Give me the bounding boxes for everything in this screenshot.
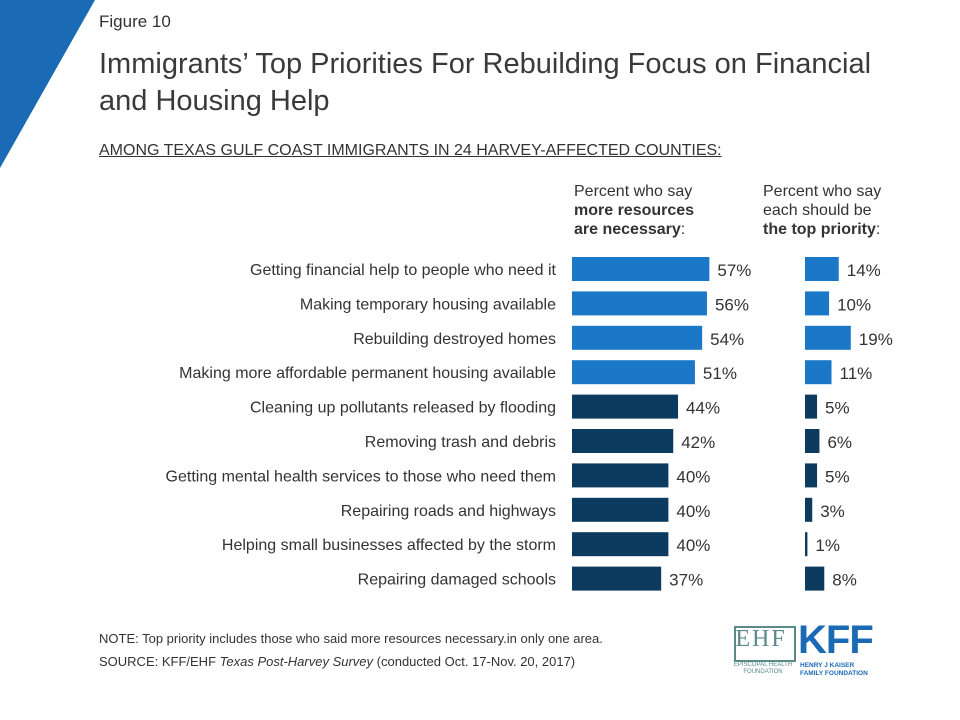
bar-resources [572,360,695,385]
column-header-priority: Percent who say each should be the top p… [763,182,881,239]
category-label: Cleaning up pollutants released by flood… [250,400,556,417]
kff-logo: KFF [798,618,874,662]
chart-title: Immigrants’ Top Priorities For Rebuildin… [99,48,872,117]
column-header-resources-line1: Percent who say [574,183,693,200]
logos: EHF EPISCOPAL HEALTH FOUNDATION KFF HENRY… [730,618,890,682]
corner-accent-triangle [0,0,95,168]
bar-resources [572,257,710,281]
footer-source-suffix: (conducted Oct. 17-Nov. 20, 2017) [373,654,576,669]
bar-priority [805,429,820,453]
data-label-resources: 40% [676,536,710,555]
category-label: Removing trash and debris [365,434,556,451]
data-label-priority: 6% [827,433,852,452]
category-label: Making more affordable permanent housing… [179,365,556,382]
data-label-resources: 51% [703,364,737,383]
bar-priority [805,463,818,488]
data-label-resources: 40% [676,502,710,521]
category-label: Repairing roads and highways [341,503,556,520]
data-label-priority: 19% [859,330,893,349]
footer-source-prefix: SOURCE: KFF/EHF [99,654,220,669]
data-label-priority: 5% [825,467,850,486]
category-label: Getting financial help to people who nee… [250,262,557,279]
bar-resources [572,394,679,419]
bar-resources [572,532,669,557]
data-label-resources: 40% [676,467,710,486]
data-label-priority: 5% [825,399,850,418]
column-header-resources: Percent who say more resources are neces… [574,182,694,239]
data-label-priority: 1% [815,536,840,555]
data-label-resources: 54% [710,330,744,349]
data-label-priority: 3% [820,502,845,521]
ehf-caption-line2: FOUNDATION [743,669,783,675]
ehf-logo-caption: EPISCOPAL HEALTH FOUNDATION [730,662,796,676]
bar-priority [805,360,832,385]
bar-priority [805,566,825,591]
kff-caption-line1: HENRY J KAISER [800,662,855,669]
column-header-priority-line2: each should be [763,202,872,219]
bar-resources [572,566,662,591]
category-label: Repairing damaged schools [358,572,556,589]
data-label-resources: 44% [686,399,720,418]
data-label-priority: 10% [837,295,871,314]
data-label-resources: 57% [717,261,751,280]
bar-resources [572,463,669,488]
bar-priority [805,291,830,316]
bar-resources [572,429,674,453]
category-label: Rebuilding destroyed homes [353,331,556,348]
ehf-logo-box [734,626,796,662]
figure-label: Figure 10 [99,12,171,31]
bar-priority [805,532,808,557]
bar-resources [572,291,707,316]
ehf-logo: EHF [735,626,787,652]
data-label-resources: 37% [669,571,703,590]
data-label-priority: 11% [840,364,873,383]
footer-source: SOURCE: KFF/EHF Texas Post-Harvey Survey… [99,654,575,669]
column-header-priority-line1: Percent who say [763,183,882,200]
chart-subtitle: AMONG TEXAS GULF COAST IMMIGRANTS IN 24 … [99,142,722,159]
category-label: Helping small businesses affected by the… [222,537,556,554]
bar-priority [805,325,851,350]
bar-resources [572,325,703,350]
column-header-resources-line2: more resources [574,202,695,219]
kff-caption-line2: FAMILY FOUNDATION [800,670,868,677]
data-label-priority: 8% [832,571,857,590]
column-header-resources-colon: : [680,221,686,238]
bar-resources [572,497,669,522]
footer-note: NOTE: Top priority includes those who sa… [99,631,603,646]
bar-priority [805,257,839,281]
ehf-caption-line1: EPISCOPAL HEALTH [733,662,793,668]
column-header-priority-colon: : [875,221,881,238]
bar-priority [805,394,818,419]
kff-logo-caption: HENRY J KAISER FAMILY FOUNDATION [800,662,868,678]
category-label: Making temporary housing available [300,296,556,313]
data-label-resources: 56% [715,295,749,314]
bar-priority [805,497,813,522]
column-header-priority-line3: the top priority [763,221,876,238]
category-label: Getting mental health services to those … [166,468,556,485]
footer-source-survey: Texas Post-Harvey Survey [219,654,374,669]
data-label-resources: 42% [681,433,715,452]
data-label-priority: 14% [847,261,881,280]
column-header-resources-line3: are necessary [574,221,681,238]
